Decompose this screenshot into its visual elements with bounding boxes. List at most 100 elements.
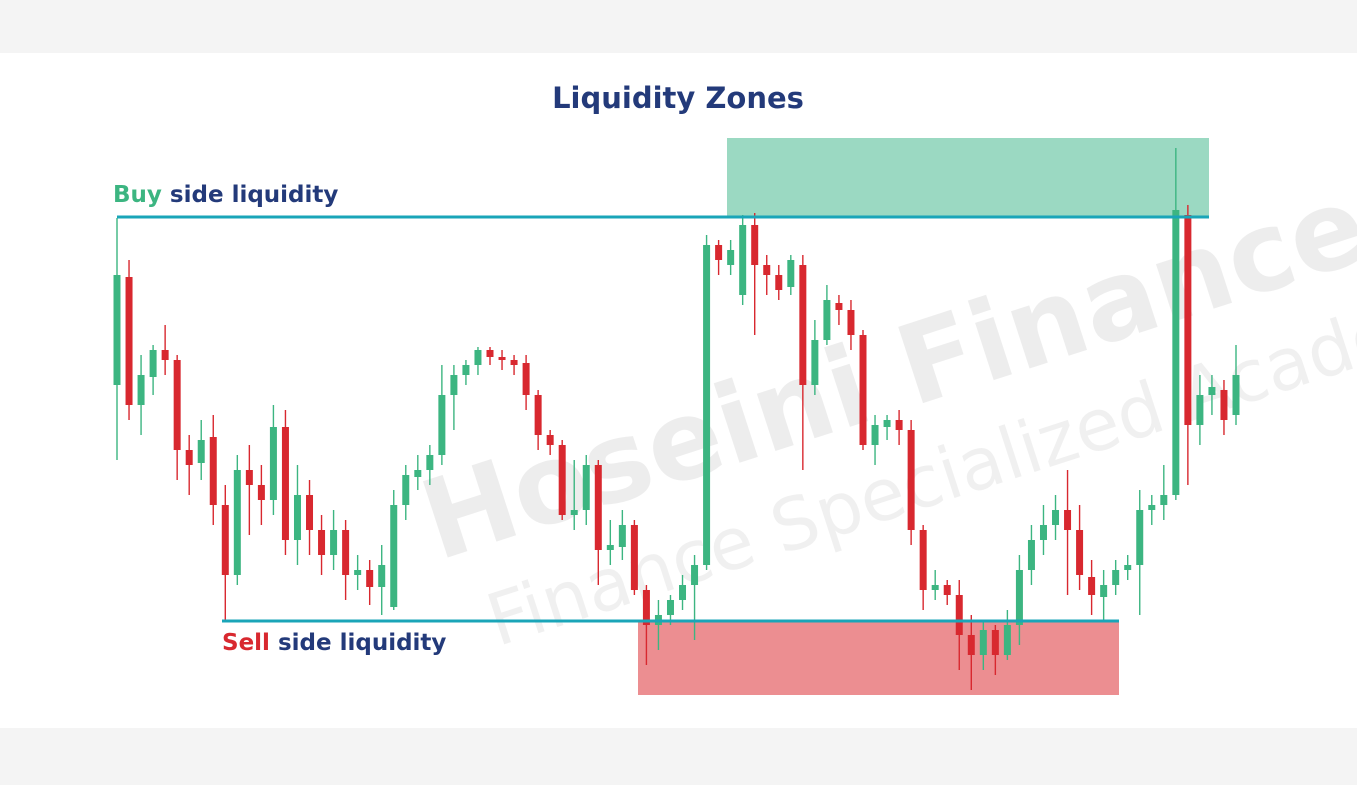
- candle-body: [1160, 495, 1168, 505]
- candle-body: [1088, 577, 1096, 595]
- candle-body: [197, 440, 205, 463]
- candle-body: [293, 495, 301, 540]
- candle-body: [1039, 525, 1047, 540]
- candle-body: [402, 475, 410, 505]
- candle-body: [715, 245, 723, 260]
- candle-body: [895, 420, 903, 430]
- sell-zone: [638, 621, 1119, 695]
- candle-body: [414, 470, 422, 477]
- candle-body: [281, 427, 289, 540]
- candle-body: [1136, 510, 1144, 565]
- candle-body: [161, 350, 169, 360]
- candle-body: [751, 225, 759, 265]
- candle-body: [691, 565, 699, 585]
- candle-body: [979, 630, 987, 655]
- candle-body: [1100, 585, 1108, 597]
- candle-body: [823, 300, 831, 340]
- candle-body: [1220, 390, 1228, 420]
- candle-body: [1184, 215, 1192, 425]
- candle-body: [390, 505, 398, 607]
- buy-side-label: Buy side liquidity: [113, 182, 338, 208]
- candle-body: [257, 485, 265, 500]
- candle-body: [859, 335, 867, 445]
- candle-body: [642, 590, 650, 625]
- candle-body: [1027, 540, 1035, 570]
- candle-body: [763, 265, 771, 275]
- candle-body: [775, 275, 783, 290]
- candle-body: [787, 260, 795, 287]
- candle-body: [907, 430, 915, 530]
- candle-body: [185, 450, 193, 465]
- candle-body: [679, 585, 687, 600]
- candle-body: [245, 470, 253, 485]
- candle-body: [221, 505, 229, 575]
- candle-body: [630, 525, 638, 590]
- candle-body: [137, 375, 145, 405]
- candle-body: [1076, 530, 1084, 575]
- sell-side-label-word: Sell: [222, 630, 270, 656]
- candle-body: [799, 265, 807, 385]
- candle-body: [534, 395, 542, 435]
- candle-body: [426, 455, 434, 470]
- candle-body: [149, 350, 157, 377]
- candle-body: [1196, 395, 1204, 425]
- candle-body: [1172, 210, 1180, 495]
- candle-body: [330, 530, 338, 555]
- buy-side-label-word: Buy: [113, 182, 162, 208]
- candle-body: [606, 545, 614, 550]
- candle-body: [1124, 565, 1132, 570]
- candle-body: [1015, 570, 1023, 625]
- candle-body: [546, 435, 554, 445]
- candle-body: [703, 245, 711, 565]
- candle-body: [1208, 387, 1216, 395]
- candle-body: [1112, 570, 1120, 585]
- candle-body: [462, 365, 470, 375]
- candle-body: [378, 565, 386, 587]
- candle-body: [306, 495, 314, 530]
- candle-body: [209, 437, 217, 505]
- sell-side-label: Sell side liquidity: [222, 630, 446, 656]
- candle-body: [955, 595, 963, 635]
- candle-body: [739, 225, 747, 295]
- candle-body: [967, 635, 975, 655]
- candle-body: [1003, 625, 1011, 655]
- candle-body: [558, 445, 566, 515]
- candle-body: [570, 510, 578, 515]
- candle-body: [113, 275, 121, 385]
- chart-title: Liquidity Zones: [552, 81, 804, 115]
- candle-body: [1232, 375, 1240, 415]
- candle-body: [727, 250, 735, 265]
- candle-body: [474, 350, 482, 365]
- candle-body: [498, 357, 506, 360]
- candle-body: [943, 585, 951, 595]
- candle-body: [438, 395, 446, 455]
- candle-body: [919, 530, 927, 590]
- candle-body: [269, 427, 277, 500]
- candle-body: [847, 310, 855, 335]
- candle-body: [931, 585, 939, 590]
- candle-body: [510, 360, 518, 365]
- candle-body: [173, 360, 181, 450]
- candle-body: [125, 277, 133, 405]
- candle-body: [1052, 510, 1060, 525]
- candle-body: [354, 570, 362, 575]
- candle-body: [811, 340, 819, 385]
- candle-body: [366, 570, 374, 587]
- buy-zone: [727, 138, 1209, 217]
- candle-body: [835, 303, 843, 310]
- candle-body: [666, 600, 674, 615]
- candle-body: [450, 375, 458, 395]
- sell-side-label-rest: side liquidity: [278, 630, 446, 656]
- candle-body: [233, 470, 241, 575]
- candle-body: [318, 530, 326, 555]
- candle-body: [871, 425, 879, 445]
- candle-body: [522, 363, 530, 395]
- candle-body: [1064, 510, 1072, 530]
- candle-body: [582, 465, 590, 510]
- candle-body: [991, 630, 999, 655]
- buy-side-label-rest: side liquidity: [170, 182, 338, 208]
- candle-body: [486, 350, 494, 357]
- candle-body: [883, 420, 891, 427]
- candle-body: [342, 530, 350, 575]
